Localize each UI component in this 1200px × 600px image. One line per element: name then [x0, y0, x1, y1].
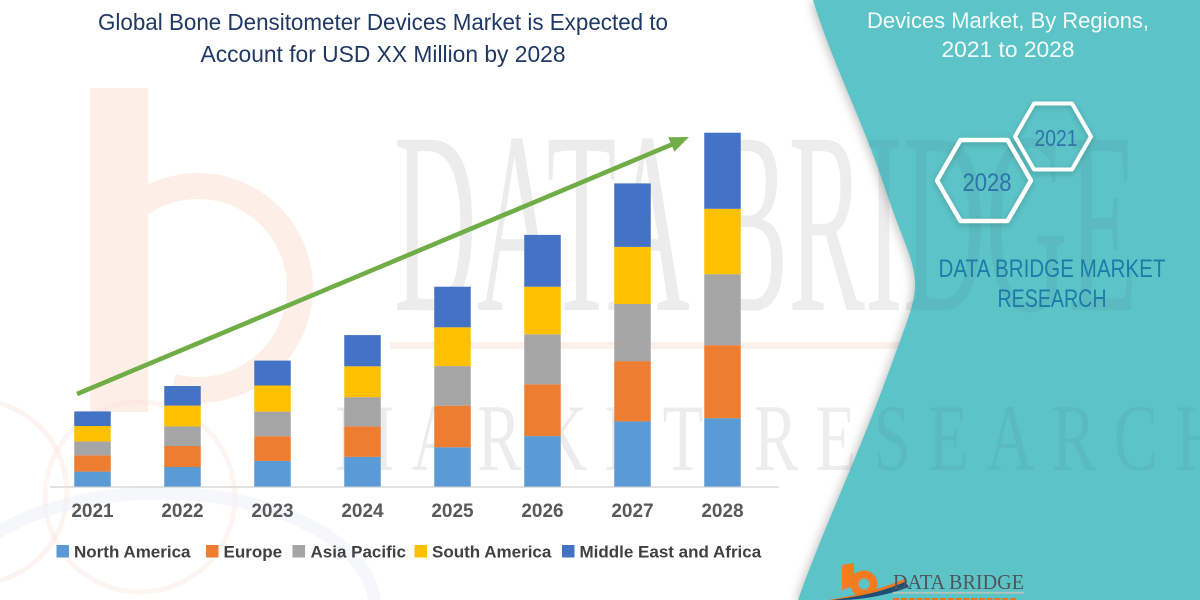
svg-text:DATA BRIDGE: DATA BRIDGE	[893, 570, 1024, 594]
svg-text:RESEARCH: RESEARCH	[998, 285, 1107, 313]
svg-text:2028: 2028	[701, 501, 743, 522]
svg-text:Asia Pacific: Asia Pacific	[311, 543, 406, 562]
svg-text:North America: North America	[74, 543, 191, 562]
svg-text:2021: 2021	[1035, 125, 1078, 151]
svg-text:South America: South America	[432, 543, 552, 562]
svg-text:2021: 2021	[71, 501, 114, 522]
svg-text:Global Bone Densitometer Devic: Global Bone Densitometer Devices Market …	[98, 9, 668, 35]
svg-text:Middle East and Africa: Middle East and Africa	[580, 543, 762, 562]
svg-text:2022: 2022	[161, 501, 203, 522]
svg-text:Account for USD XX Million by: Account for USD XX Million by 2028	[201, 41, 566, 67]
svg-text:2021 to 2028: 2021 to 2028	[942, 37, 1075, 62]
svg-text:2025: 2025	[431, 501, 474, 522]
svg-text:2027: 2027	[611, 501, 653, 522]
svg-text:DATA BRIDGE MARKET: DATA BRIDGE MARKET	[939, 255, 1166, 283]
svg-text:Devices Market, By Regions,: Devices Market, By Regions,	[867, 8, 1149, 33]
svg-text:DATA BRIDGE: DATA BRIDGE	[394, 80, 1138, 367]
svg-text:2026: 2026	[521, 501, 563, 522]
svg-text:2028: 2028	[963, 169, 1012, 197]
svg-text:2023: 2023	[251, 501, 293, 522]
svg-text:2024: 2024	[341, 501, 384, 522]
svg-text:MARKET RESEARCH: MARKET RESEARCH	[335, 385, 1200, 490]
svg-text:Europe: Europe	[224, 543, 283, 562]
